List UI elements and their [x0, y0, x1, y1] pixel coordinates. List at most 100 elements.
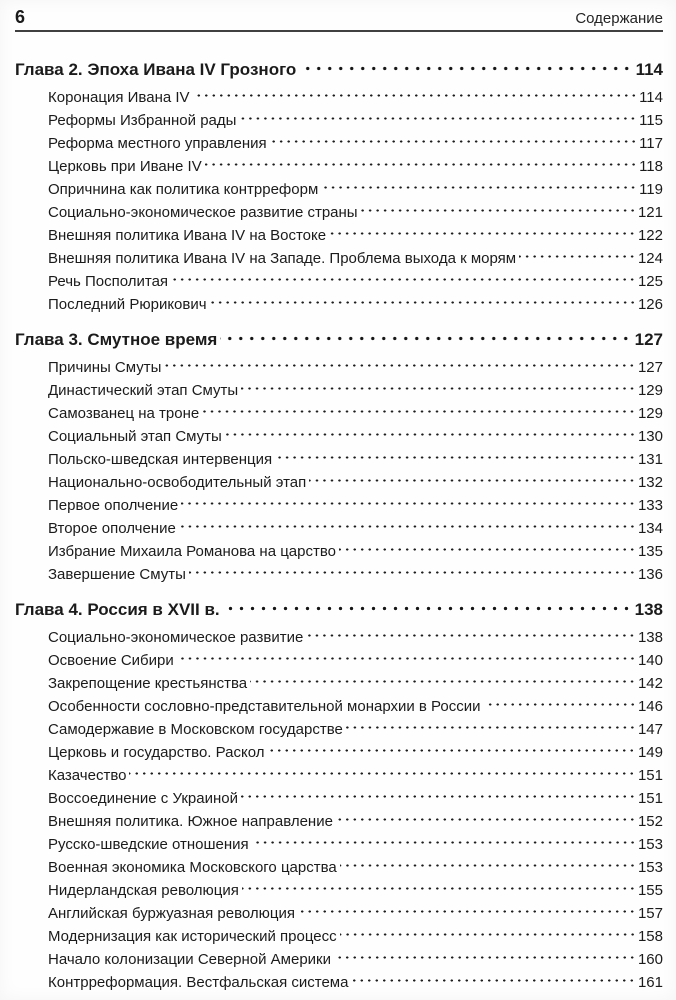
dot-leader: [224, 431, 637, 448]
toc-entry-title: Последний Рюрикович: [48, 296, 207, 313]
toc-entry-title: Социально-экономическое развитие: [48, 629, 304, 646]
dot-leader: [339, 931, 637, 948]
toc-entry-title: Русско-шведские отношения: [48, 836, 249, 853]
dot-leader: [335, 816, 637, 833]
toc-entry-row: Первое ополчение 133: [15, 494, 663, 517]
toc-entry-title: Внешняя политика Ивана IV на Западе. Про…: [48, 250, 517, 267]
toc-entry-row: Модернизация как исторический процесс 15…: [15, 925, 663, 948]
toc-entry-row: Коронация Ивана IV 114: [15, 86, 663, 109]
toc-entry-page: 136: [637, 566, 663, 583]
toc-entry-page: 160: [637, 951, 663, 968]
dot-leader: [298, 908, 637, 925]
dot-leader: [339, 546, 637, 563]
toc-entry-row: Воссоединение с Украиной 151: [15, 787, 663, 810]
dot-leader: [164, 362, 637, 379]
toc-chapter-page: 127: [634, 330, 663, 349]
toc-entry-title: Английская буржуазная революция: [48, 905, 295, 922]
toc-entry-page: 132: [637, 474, 663, 491]
toc-entry-page: 115: [639, 112, 663, 129]
dot-leader: [519, 253, 637, 270]
toc-entry-page: 126: [637, 296, 663, 313]
toc-entry-row: Польско-шведская интервенция 131: [15, 448, 663, 471]
dot-leader: [222, 605, 634, 622]
toc-entry-title: Особенности сословно-представительной мо…: [48, 698, 481, 715]
dot-leader: [339, 862, 637, 879]
dot-leader: [275, 454, 637, 471]
toc-entry-row: Закрепощение крестьянства 142: [15, 672, 663, 695]
toc-entry-row: Освоение Сибири 140: [15, 649, 663, 672]
toc-entry-title: Воссоединение с Украиной: [48, 790, 238, 807]
toc-chapter-page: 114: [635, 60, 663, 79]
toc-entry-page: 149: [637, 744, 663, 761]
dot-leader: [178, 523, 637, 540]
toc-entry-row: Английская буржуазная революция 157: [15, 902, 663, 925]
dot-leader: [250, 678, 637, 695]
table-of-contents: Глава 2. Эпоха Ивана IV Грозного 114 Кор…: [15, 58, 663, 994]
dot-leader: [267, 747, 637, 764]
toc-entry-row: Реформы Избранной рады 115: [15, 109, 663, 132]
toc-entry-title: Национально-освободительный этап: [48, 474, 307, 491]
toc-entry-row: Второе ополчение 134: [15, 517, 663, 540]
dot-leader: [351, 977, 637, 994]
toc-entry-row: Русско-шведские отношения 153: [15, 833, 663, 856]
toc-entry-title: Начало колонизации Северной Америки: [48, 951, 331, 968]
toc-entry-page: 114: [639, 89, 663, 106]
toc-entry-title: Церковь и государство. Раскол: [48, 744, 265, 761]
toc-entry-page: 119: [639, 181, 663, 198]
toc-entry-page: 124: [637, 250, 663, 267]
toc-entry-page: 117: [639, 135, 663, 152]
running-title: Содержание: [575, 10, 663, 27]
toc-entry-row: Внешняя политика Ивана IV на Востоке 122: [15, 224, 663, 247]
dot-leader: [251, 839, 637, 856]
dot-leader: [239, 115, 639, 132]
toc-entry-title: Первое ополчение: [48, 497, 179, 514]
toc-entry-row: Опричнина как политика контрреформ 119: [15, 178, 663, 201]
toc-entry-page: 133: [637, 497, 663, 514]
toc-entry-page: 158: [637, 928, 663, 945]
toc-chapter-row: Глава 2. Эпоха Ивана IV Грозного 114: [15, 58, 663, 82]
dot-leader: [240, 793, 637, 810]
toc-entry-title: Самозванец на троне: [48, 405, 200, 422]
toc-entry-page: 155: [637, 882, 663, 899]
dot-leader: [192, 92, 639, 109]
toc-entry-page: 153: [637, 859, 663, 876]
toc-entry-title: Нидерландская революция: [48, 882, 239, 899]
dot-leader: [220, 335, 634, 352]
dot-leader: [321, 184, 639, 201]
header-rule: [15, 30, 663, 32]
dot-leader: [334, 954, 637, 971]
toc-entry-page: 122: [637, 227, 663, 244]
dot-leader: [202, 408, 637, 425]
toc-entry-row: Церковь при Иване IV 118: [15, 155, 663, 178]
toc-entry-row: Династический этап Смуты 129: [15, 379, 663, 402]
toc-entry-row: Последний Рюрикович 126: [15, 293, 663, 316]
toc-entry-title: Военная экономика Московского царства: [48, 859, 337, 876]
toc-entry-row: Социально-экономическое развитие страны …: [15, 201, 663, 224]
toc-chapter-title: Глава 2. Эпоха Ивана IV Грозного: [15, 60, 297, 79]
toc-entry-row: Контрреформация. Вестфальская система 16…: [15, 971, 663, 994]
toc-entry-title: Внешняя политика. Южное направление: [48, 813, 333, 830]
toc-entry-title: Внешняя политика Ивана IV на Востоке: [48, 227, 327, 244]
toc-entry-row: Социально-экономическое развитие 138: [15, 626, 663, 649]
toc-entry-title: Церковь при Иване IV: [48, 158, 202, 175]
toc-entry-page: 130: [637, 428, 663, 445]
toc-entry-title: Социальный этап Смуты: [48, 428, 222, 445]
toc-entry-title: Опричнина как политика контрреформ: [48, 181, 319, 198]
toc-entry-page: 135: [637, 543, 663, 560]
toc-entry-row: Церковь и государство. Раскол 149: [15, 741, 663, 764]
toc-entry-page: 161: [637, 974, 663, 991]
toc-entry-page: 151: [637, 767, 663, 784]
dot-leader: [309, 477, 637, 494]
toc-chapter-title: Глава 3. Смутное время: [15, 330, 218, 349]
toc-entry-row: Реформа местного управления 117: [15, 132, 663, 155]
toc-entry-row: Внешняя политика Ивана IV на Западе. Про…: [15, 247, 663, 270]
toc-entry-title: Династический этап Смуты: [48, 382, 239, 399]
dot-leader: [209, 299, 637, 316]
toc-entry-title: Причины Смуты: [48, 359, 162, 376]
toc-entry-row: Внешняя политика. Южное направление 152: [15, 810, 663, 833]
dot-leader: [483, 701, 637, 718]
toc-entry-title: Польско-шведская интервенция: [48, 451, 273, 468]
toc-entry-row: Избрание Михаила Романова на царство 135: [15, 540, 663, 563]
toc-entry-page: 118: [639, 158, 663, 175]
